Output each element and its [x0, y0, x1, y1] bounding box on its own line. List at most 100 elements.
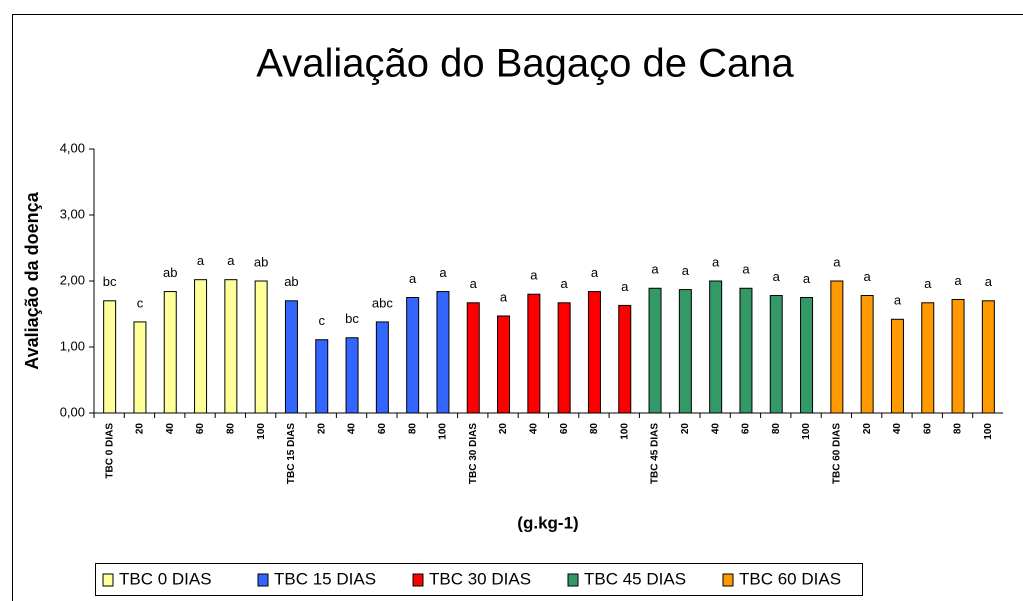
legend-box [95, 563, 863, 596]
legend-swatch [412, 573, 424, 587]
y-tick-label: 0,00 [60, 404, 85, 419]
bar [133, 321, 147, 414]
bar [557, 302, 571, 414]
data-label: a [682, 263, 690, 278]
data-label: a [227, 253, 235, 268]
data-label: a [864, 269, 872, 284]
x-tick-label: 60 [922, 423, 933, 435]
data-label: a [530, 268, 538, 283]
y-tick-label: 3,00 [60, 206, 85, 221]
data-label: a [621, 279, 629, 294]
bar [284, 300, 298, 414]
chart-title: Avaliação do Bagaço de Cana [256, 42, 794, 86]
legend-label: TBC 30 DIAS [429, 569, 531, 588]
legend-label: TBC 0 DIAS [119, 569, 212, 588]
legend-label: TBC 60 DIAS [739, 569, 841, 588]
bar [466, 302, 480, 414]
bar [527, 293, 541, 414]
x-tick-label: 100 [801, 423, 812, 440]
x-tick-label: 20 [316, 423, 327, 435]
chart-frame [12, 14, 1023, 601]
bar [587, 291, 601, 414]
x-tick-label: TBC 15 DIAS [286, 423, 297, 484]
data-label: a [803, 271, 811, 286]
data-label: ab [163, 265, 177, 280]
y-axis-label: Avaliação da doença [22, 191, 42, 369]
bar [860, 295, 874, 414]
bar [163, 291, 177, 414]
bar [981, 300, 995, 414]
x-tick-label: 20 [498, 423, 509, 435]
bar [921, 302, 935, 414]
data-label: a [954, 273, 962, 288]
data-label: a [833, 254, 841, 269]
legend-label: TBC 45 DIAS [584, 569, 686, 588]
bar [769, 295, 783, 414]
y-tick-label: 2,00 [60, 272, 85, 287]
bar [194, 279, 208, 414]
bar [951, 298, 965, 414]
x-tick-label: 20 [680, 423, 691, 435]
x-tick-label: 40 [528, 423, 539, 435]
bar [709, 280, 723, 414]
x-tick-label: TBC 0 DIAS [104, 423, 115, 479]
legend-swatch [257, 573, 269, 587]
data-label: bc [103, 274, 117, 289]
bar [739, 287, 753, 414]
x-tick-label: 20 [862, 423, 873, 435]
x-tick-label: 80 [407, 423, 418, 435]
data-label: a [591, 265, 599, 280]
x-tick-label: 60 [195, 423, 206, 435]
legend-swatch [102, 573, 114, 587]
data-label: a [409, 271, 417, 286]
data-label: a [742, 262, 750, 277]
data-label: a [561, 276, 569, 291]
data-label: ab [284, 274, 298, 289]
bar [375, 321, 389, 414]
x-tick-label: 40 [710, 423, 721, 435]
bar [497, 315, 511, 414]
bar [345, 337, 359, 414]
x-tick-label: 20 [135, 423, 146, 435]
x-tick-label: 80 [771, 423, 782, 435]
x-tick-label: 100 [983, 423, 994, 440]
bar [406, 297, 420, 414]
x-tick-label: TBC 45 DIAS [650, 423, 661, 484]
x-tick-label: 80 [953, 423, 964, 435]
data-label: c [137, 295, 144, 310]
x-tick-label: 40 [165, 423, 176, 435]
legend-swatch [722, 573, 734, 587]
x-tick-label: 40 [892, 423, 903, 435]
bar [315, 339, 329, 414]
bar [678, 289, 692, 414]
x-tick-label: 100 [438, 423, 449, 440]
data-label: ab [254, 254, 268, 269]
data-label: a [894, 293, 902, 308]
data-label: bc [345, 311, 359, 326]
y-tick-label: 1,00 [60, 338, 85, 353]
bar [618, 304, 632, 414]
data-label: a [439, 265, 447, 280]
y-tick-label: 4,00 [60, 140, 85, 155]
bar [800, 297, 814, 414]
bar [890, 318, 904, 414]
x-tick-label: TBC 30 DIAS [468, 423, 479, 484]
x-tick-label: 80 [589, 423, 600, 435]
bar [830, 280, 844, 414]
x-tick-label: 60 [559, 423, 570, 435]
data-label: a [651, 262, 659, 277]
data-label: a [773, 269, 781, 284]
bar [254, 280, 268, 414]
x-tick-label: 60 [377, 423, 388, 435]
data-label: a [470, 276, 478, 291]
legend-swatch [567, 573, 579, 587]
data-label: a [197, 253, 205, 268]
data-label: a [924, 276, 932, 291]
x-tick-label: 100 [256, 423, 267, 440]
bar [103, 300, 117, 414]
x-axis-label: (g.kg-1) [517, 513, 578, 532]
data-label: a [712, 254, 720, 269]
legend-label: TBC 15 DIAS [274, 569, 376, 588]
x-tick-label: 60 [741, 423, 752, 435]
